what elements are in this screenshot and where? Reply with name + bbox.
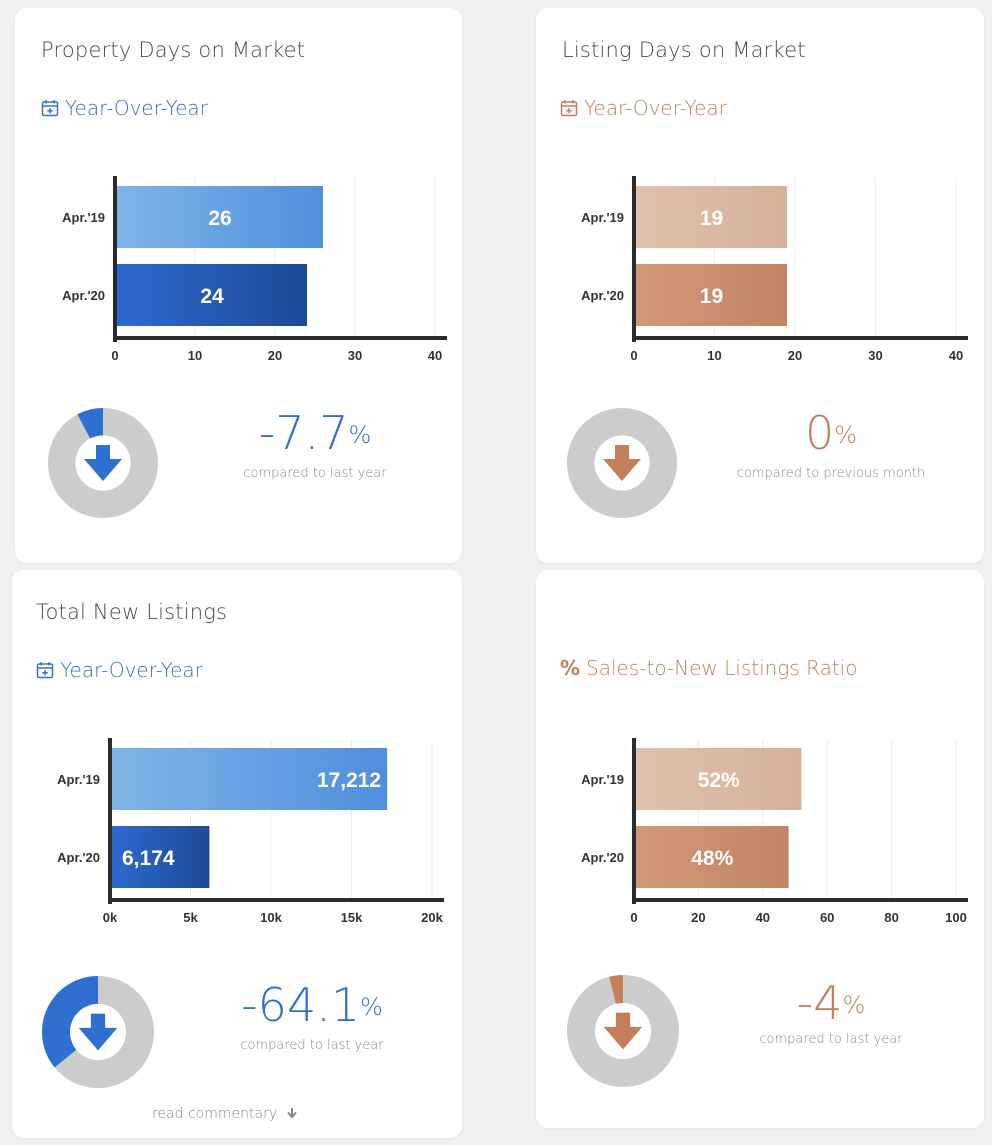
- tick-label: 20: [691, 910, 705, 925]
- card-title: Property Days on Market: [41, 38, 306, 62]
- percent-change: 0%: [706, 410, 956, 456]
- listing-days-card: Listing Days on Market Year-Over-Year 19…: [536, 8, 984, 563]
- donut-segment: [42, 976, 98, 1068]
- percent-sign: %: [834, 421, 858, 449]
- comparison-label: compared to previous month: [736, 466, 926, 481]
- category-label: Apr.'19: [581, 772, 624, 787]
- bar-chart: 52% Apr.'19 48% Apr.'20 0 20 40 60 80 100: [581, 738, 968, 925]
- category-label: Apr.'19: [62, 210, 105, 225]
- bar-apr-20: [112, 826, 210, 888]
- bar-value-label: 26: [208, 207, 231, 230]
- comparison-label: compared to last year: [243, 466, 387, 481]
- bar-chart: 26 Apr.'19 24 Apr.'20 0 10 20 30 40: [62, 176, 447, 363]
- year-over-year-link[interactable]: Year-Over-Year: [36, 658, 203, 682]
- percent-change: -4%: [706, 980, 956, 1026]
- bar-value-label: 19: [700, 285, 723, 308]
- bar-value-label: 52%: [698, 769, 740, 792]
- tick-label: 20: [788, 348, 802, 363]
- donut-segment: [77, 408, 103, 439]
- category-label: Apr.'19: [57, 772, 100, 787]
- bar-apr-20: [636, 826, 789, 888]
- donut-track: [567, 408, 677, 518]
- tick-label: 30: [868, 348, 882, 363]
- arrow-down-icon: [286, 1108, 297, 1119]
- bar-chart: 19 Apr.'19 19 Apr.'20 0 10 20 30 40: [581, 176, 968, 363]
- subtitle-label: Sales-to-New Listings Ratio: [586, 656, 858, 680]
- read-commentary-label: read commentary: [152, 1106, 278, 1122]
- percent-change: -7.7%: [195, 410, 435, 456]
- change-donut: [567, 408, 677, 518]
- tick-label: 10k: [260, 910, 282, 925]
- tick-label: 80: [884, 910, 898, 925]
- bar-value-label: 19: [700, 207, 723, 230]
- property-days-card: Property Days on Market Year-Over-Year 2…: [15, 8, 462, 563]
- bar-value-label: 6,174: [122, 847, 175, 870]
- tick-label: 60: [820, 910, 834, 925]
- percent-icon: %: [560, 656, 581, 680]
- percent-value: -7.7: [258, 406, 349, 460]
- percent-sign: %: [360, 993, 383, 1021]
- percent-value: -64.1: [241, 978, 361, 1032]
- tick-label: 40: [756, 910, 770, 925]
- calendar-plus-icon: [41, 100, 59, 117]
- tick-label: 30: [348, 348, 362, 363]
- tick-label: 20: [268, 348, 282, 363]
- category-label: Apr.'20: [62, 288, 105, 303]
- donut-segment: [609, 975, 623, 1004]
- subtitle-label: Year-Over-Year: [60, 658, 203, 682]
- percent-value: -4: [796, 976, 843, 1030]
- category-label: Apr.'19: [581, 210, 624, 225]
- change-donut: [48, 408, 158, 518]
- comparison-label: compared to last year: [240, 1038, 384, 1053]
- card-title: Listing Days on Market: [562, 38, 806, 62]
- bar-value-label: 48%: [691, 847, 733, 870]
- bar-value-label: 24: [200, 285, 224, 308]
- subtitle-label: Year-Over-Year: [584, 96, 727, 120]
- read-commentary-link[interactable]: read commentary: [152, 1106, 298, 1122]
- sales-to-new-listings-link[interactable]: % Sales-to-New Listings Ratio: [560, 656, 857, 680]
- total-new-listings-card: Total New Listings Year-Over-Year 17,212…: [12, 570, 462, 1138]
- category-label: Apr.'20: [581, 850, 624, 865]
- percent-value: 0: [804, 406, 835, 460]
- tick-label: 100: [945, 910, 967, 925]
- year-over-year-link[interactable]: Year-Over-Year: [41, 96, 208, 120]
- percent-sign: %: [842, 991, 866, 1019]
- tick-label: 20k: [421, 910, 443, 925]
- bar-apr-19: [636, 748, 802, 810]
- card-title: Total New Listings: [36, 600, 228, 624]
- tick-label: 40: [428, 348, 442, 363]
- bar-apr-19: [112, 748, 388, 810]
- comparison-label: compared to last year: [759, 1032, 903, 1047]
- tick-label: 15k: [341, 910, 363, 925]
- percent-sign: %: [348, 421, 372, 449]
- tick-label: 10: [707, 348, 721, 363]
- arrow-down-icon: [78, 1013, 118, 1051]
- percent-change: -64.1%: [192, 982, 432, 1028]
- arrow-down-icon: [603, 1012, 643, 1050]
- tick-label: 40: [949, 348, 963, 363]
- bar-apr-20: [636, 264, 787, 326]
- calendar-plus-icon: [560, 100, 578, 117]
- arrow-down-icon: [603, 445, 641, 481]
- tick-label: 0: [630, 348, 637, 363]
- tick-label: 0: [111, 348, 118, 363]
- subtitle-label: Year-Over-Year: [65, 96, 208, 120]
- category-label: Apr.'20: [57, 850, 100, 865]
- bar-apr-19: [117, 186, 323, 248]
- bar-chart: 17,212 Apr.'19 6,174 Apr.'20 0k 5k 10k 15k 20k: [57, 738, 444, 925]
- calendar-plus-icon: [36, 662, 54, 679]
- year-over-year-link[interactable]: Year-Over-Year: [560, 96, 727, 120]
- tick-label: 10: [188, 348, 202, 363]
- arrow-down-icon: [84, 445, 122, 481]
- bar-apr-19: [636, 186, 787, 248]
- category-label: Apr.'20: [581, 288, 624, 303]
- tick-label: 0: [630, 910, 637, 925]
- tick-label: 0k: [103, 910, 118, 925]
- change-donut: [567, 975, 679, 1087]
- bar-value-label: 17,212: [317, 769, 381, 792]
- change-donut: [42, 976, 154, 1088]
- sales-to-new-listings-card: % Sales-to-New Listings Ratio 52% Apr.'19…: [536, 570, 984, 1128]
- tick-label: 5k: [183, 910, 198, 925]
- bar-apr-20: [117, 264, 307, 326]
